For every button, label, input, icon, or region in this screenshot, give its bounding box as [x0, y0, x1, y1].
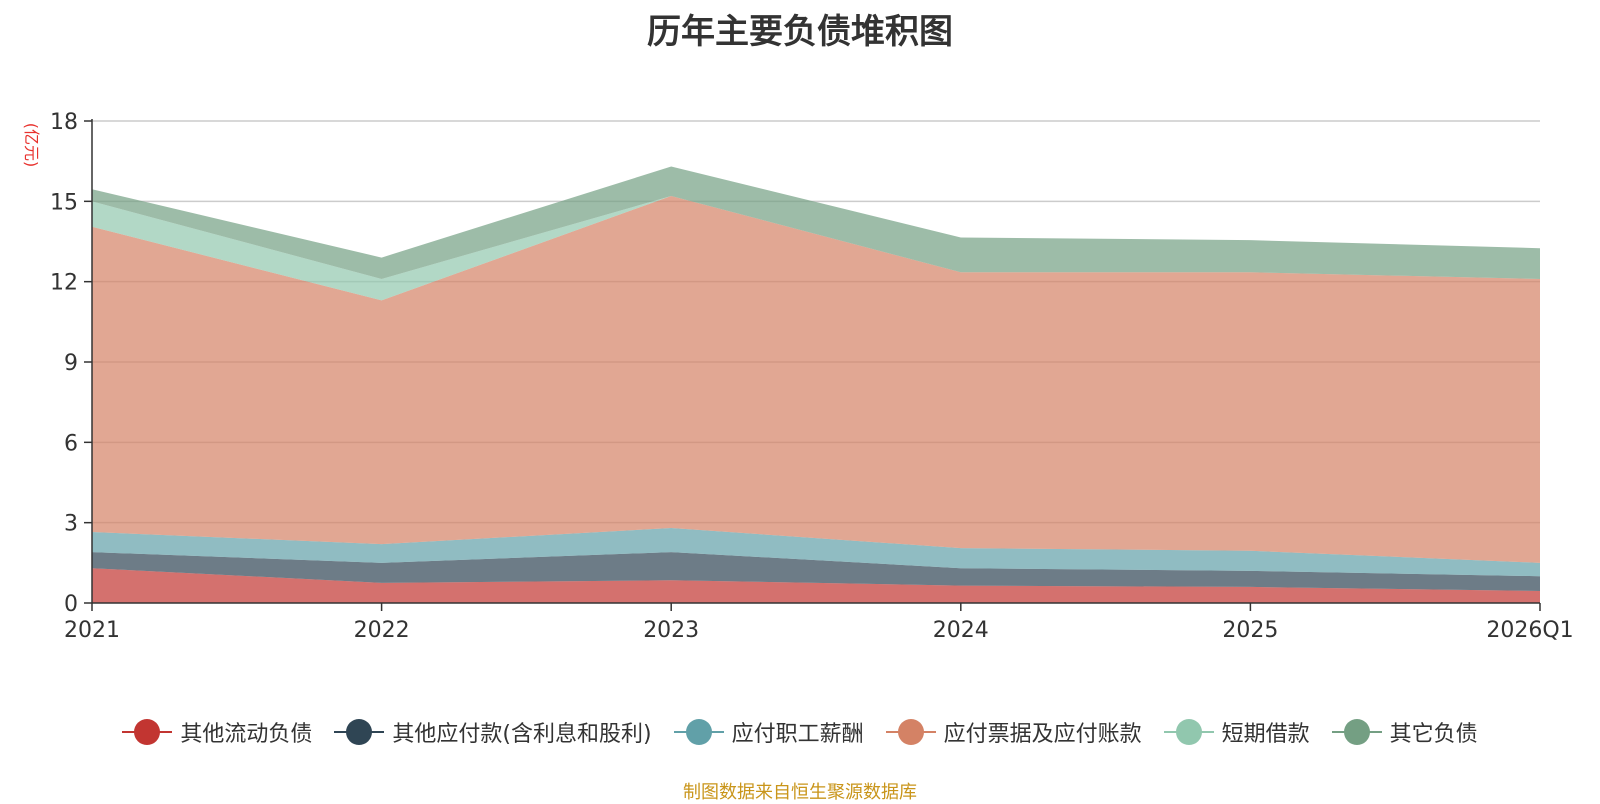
- y-tick-label: 15: [50, 190, 78, 215]
- area-series-2: [92, 552, 1540, 591]
- legend-marker-icon: [1331, 719, 1382, 745]
- area-series-4: [92, 195, 1540, 563]
- x-tick-label: 2025: [1222, 618, 1278, 643]
- y-tick-label: 6: [64, 431, 78, 456]
- legend-item[interactable]: 应付票据及应付账款: [885, 716, 1142, 748]
- legend-item[interactable]: 应付职工薪酬: [673, 716, 864, 748]
- legend-item[interactable]: 短期借款: [1163, 716, 1310, 748]
- legend-item[interactable]: 其它负债: [1331, 716, 1478, 748]
- legend-dot: [685, 719, 712, 745]
- legend-marker-icon: [885, 719, 936, 745]
- legend-label: 其他流动负债: [180, 722, 313, 747]
- legend-marker-icon: [334, 719, 385, 745]
- chart-plot: 0 3 6 9 12 15 18 2021 2022 2023 2024 2025 2026Q1 (亿元…: [22, 110, 1574, 643]
- chart-title: 历年主要负债堆积图: [647, 12, 953, 52]
- legend-marker-icon: [1163, 719, 1214, 745]
- legend: 其他流动负债 其他应付款(含利息和股利) 应付职工薪酬 应付票据及应付账款 短期借款 其它…: [0, 716, 1600, 748]
- legend-label: 应付票据及应付账款: [943, 722, 1142, 747]
- x-tick-label: 2022: [354, 618, 410, 643]
- legend-label: 短期借款: [1221, 722, 1310, 747]
- legend-label: 应付职工薪酬: [731, 722, 864, 747]
- x-tick-label: 2023: [643, 618, 699, 643]
- y-tick-label: 12: [50, 271, 78, 296]
- area-series-1: [92, 568, 1540, 603]
- area-series-3: [92, 528, 1540, 577]
- legend-label: 其他应付款(含利息和股利): [392, 722, 652, 747]
- legend-dot: [897, 719, 924, 745]
- area-series-6: [92, 166, 1540, 279]
- legend-dot: [346, 719, 373, 745]
- y-tick-label: 0: [64, 592, 78, 617]
- legend-marker-icon: [673, 719, 724, 745]
- x-tick-label: 2024: [933, 618, 989, 643]
- source-note: 制图数据来自恒生聚源数据库: [683, 782, 917, 803]
- y-axis-unit-label: (亿元): [22, 123, 41, 168]
- area-series-5: [92, 195, 1540, 301]
- legend-dot: [1343, 719, 1370, 745]
- legend-item[interactable]: 其他流动负债: [122, 716, 312, 748]
- x-tick-label: 2021: [64, 618, 120, 643]
- legend-dot: [134, 719, 161, 745]
- legend-item[interactable]: 其他应付款(含利息和股利): [334, 716, 652, 748]
- legend-dot: [1175, 719, 1202, 745]
- legend-label: 其它负债: [1389, 722, 1478, 747]
- x-tick-label: 2026Q1: [1486, 618, 1573, 643]
- legend-marker-icon: [122, 719, 173, 745]
- y-tick-label: 3: [64, 512, 78, 537]
- y-tick-label: 18: [50, 110, 78, 135]
- y-tick-label: 9: [64, 351, 78, 376]
